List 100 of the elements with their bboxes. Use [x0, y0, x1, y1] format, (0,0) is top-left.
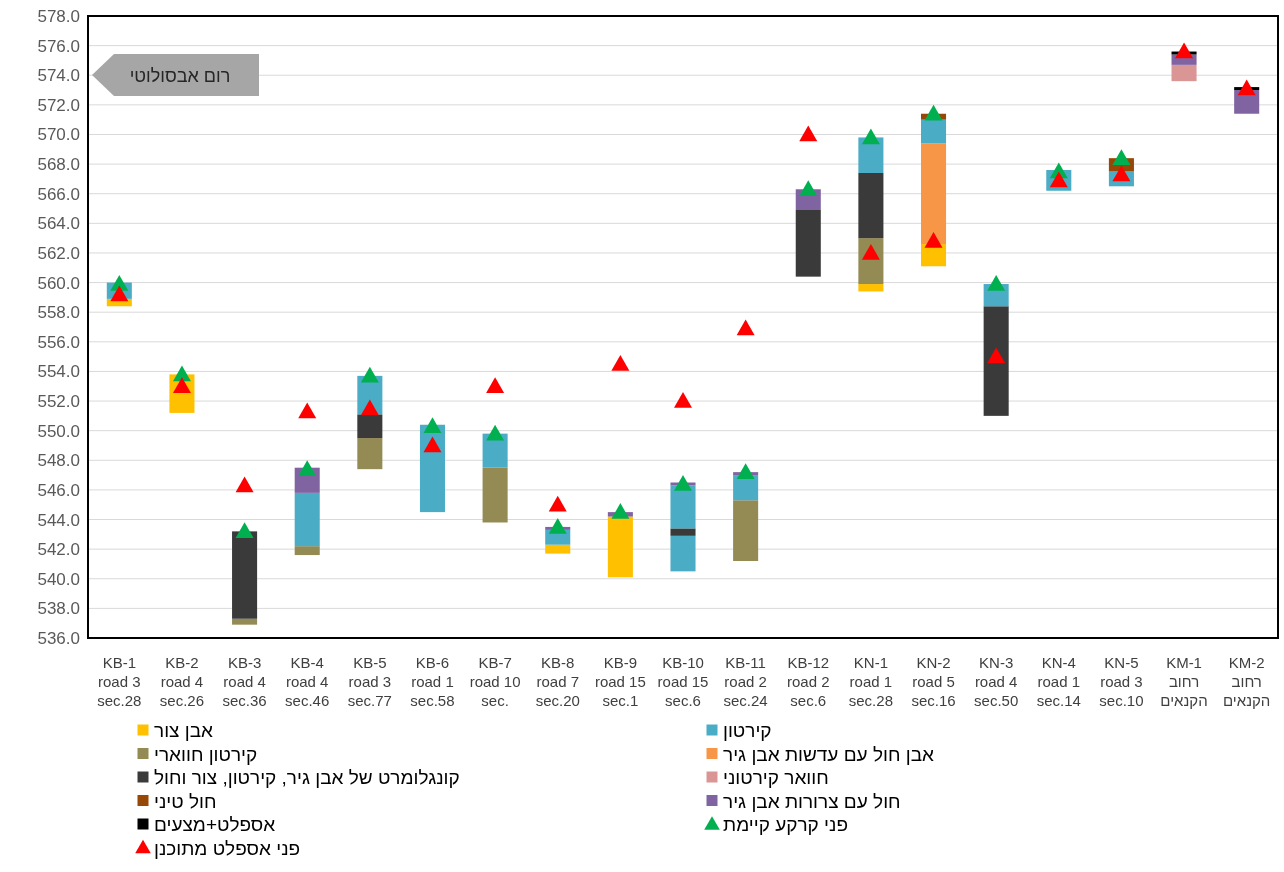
y-tick-label: 536.0: [37, 629, 80, 648]
x-tick-label: KN-2 road 5 sec.16: [911, 654, 956, 709]
bar: [232, 531, 258, 619]
y-tick-label: 538.0: [37, 599, 80, 619]
x-tick-label: KN-5 road 3 sec.10: [1099, 654, 1144, 709]
bar: [232, 618, 258, 625]
y-tick-label: 578.0: [37, 7, 80, 26]
point: [736, 463, 755, 479]
point: [548, 495, 567, 512]
bar: [858, 172, 884, 239]
y-tick-label: 568.0: [37, 155, 80, 175]
bar: [294, 492, 320, 547]
legend-label: פני קרקע קיימת: [723, 814, 848, 835]
y-tick-label: 566.0: [37, 184, 80, 204]
point: [924, 232, 943, 248]
x-tick-label: KB-1 road 3 sec.28: [97, 654, 142, 709]
point: [1112, 165, 1131, 182]
y-tick-label: 574.0: [37, 66, 80, 86]
legend-label: אבן חול עם עדשות אבן גיר: [723, 743, 935, 765]
x-tick-label: KB-11 road 2 sec.24: [723, 654, 768, 709]
point: [423, 417, 442, 433]
x-tick-label: KB-7 road 10 sec.: [469, 654, 521, 709]
point: [736, 319, 755, 336]
legend-label: קונגלומרט של אבן גיר, קירטון, צור וחול: [154, 767, 460, 788]
point: [987, 347, 1006, 364]
bar: [294, 546, 320, 556]
y-tick-label: 554.0: [37, 362, 80, 382]
bar: [670, 528, 696, 536]
legend-label: חול עם צרורות אבן גיר: [723, 790, 901, 812]
point: [548, 517, 567, 534]
ylabel: רום אבסולוטי: [92, 54, 259, 96]
legend-label: חול טיני: [154, 790, 217, 812]
point: [235, 476, 254, 493]
legend-label: קירטון חווארי: [154, 743, 258, 765]
point: [799, 180, 818, 197]
bar: [921, 119, 947, 144]
bar: [795, 210, 821, 277]
y-tick-label: 558.0: [37, 303, 80, 323]
x-tick-label: KB-12 road 2 sec.6: [786, 654, 830, 709]
point: [861, 128, 880, 145]
point: [298, 402, 317, 419]
y-tick-label: 544.0: [37, 510, 80, 530]
point: [486, 377, 505, 393]
x-tick-label: KB-5 road 3 sec.77: [347, 654, 392, 709]
x-tick-label: KB-9 road 15 sec.1: [594, 654, 646, 709]
y-tick-label: 560.0: [37, 273, 80, 293]
y-tick-label: 564.0: [37, 214, 80, 234]
legend-label: אבן צור: [154, 720, 214, 741]
legend-label: פני אספלט מתוכנן: [154, 837, 301, 859]
y-tick-label: 562.0: [37, 243, 80, 263]
bar: [733, 500, 759, 561]
bar: [1171, 64, 1197, 82]
y-tick-label: 550.0: [37, 421, 80, 441]
x-tick-label: KN-3 road 4 sec.50: [974, 654, 1019, 709]
bar: [858, 284, 884, 292]
point: [360, 366, 379, 383]
point: [611, 503, 630, 519]
point: [1112, 149, 1131, 165]
y-tick-label: 556.0: [37, 332, 80, 352]
legend-label: קירטון: [723, 720, 772, 741]
legend-label: אספלט+מצעים: [154, 814, 276, 835]
point: [360, 399, 379, 416]
bar: [357, 414, 383, 439]
y-tick-label: 546.0: [37, 480, 80, 500]
point: [172, 365, 191, 382]
bar: [921, 143, 947, 245]
point: [611, 355, 630, 371]
bar: [482, 467, 508, 523]
point: [110, 285, 129, 302]
y-tick-label: 542.0: [37, 540, 80, 560]
y-tick-label: 572.0: [37, 95, 80, 115]
y-tick-label: 552.0: [37, 392, 80, 412]
point: [674, 474, 692, 491]
bar: [357, 438, 383, 470]
y-tick-label: 540.0: [37, 569, 80, 589]
y-tick-label: 548.0: [37, 451, 80, 471]
point: [298, 460, 317, 476]
point: [799, 125, 818, 142]
y-tick-label: 576.0: [37, 36, 80, 56]
x-tick-label: KB-10 road 15 sec.6: [657, 654, 709, 709]
x-tick-label: KN-4 road 1 sec.14: [1036, 654, 1081, 709]
point: [1237, 79, 1256, 96]
bar: [607, 516, 633, 578]
bar: [545, 544, 571, 554]
y-axis-title: רום אבסולוטי: [129, 66, 231, 86]
x-tick-label: KB-4 road 4 sec.46: [285, 654, 330, 709]
x-tick-label: KB-6 road 1 sec.58: [410, 654, 455, 709]
bar: [670, 535, 696, 572]
point: [924, 104, 943, 121]
point: [987, 275, 1006, 291]
x-tick-label: KB-2 road 4 sec.26: [159, 654, 205, 709]
point: [235, 522, 254, 539]
point: [674, 392, 692, 408]
y-tick-label: 570.0: [37, 125, 80, 145]
point: [486, 424, 505, 441]
bar: [983, 306, 1009, 416]
x-tick-label: KB-8 road 7 sec.20: [535, 654, 580, 709]
legend-label: חוואר קירטוני: [723, 767, 829, 788]
point: [423, 436, 442, 453]
x-tick-label: KB-3 road 4 sec.36: [222, 654, 267, 709]
